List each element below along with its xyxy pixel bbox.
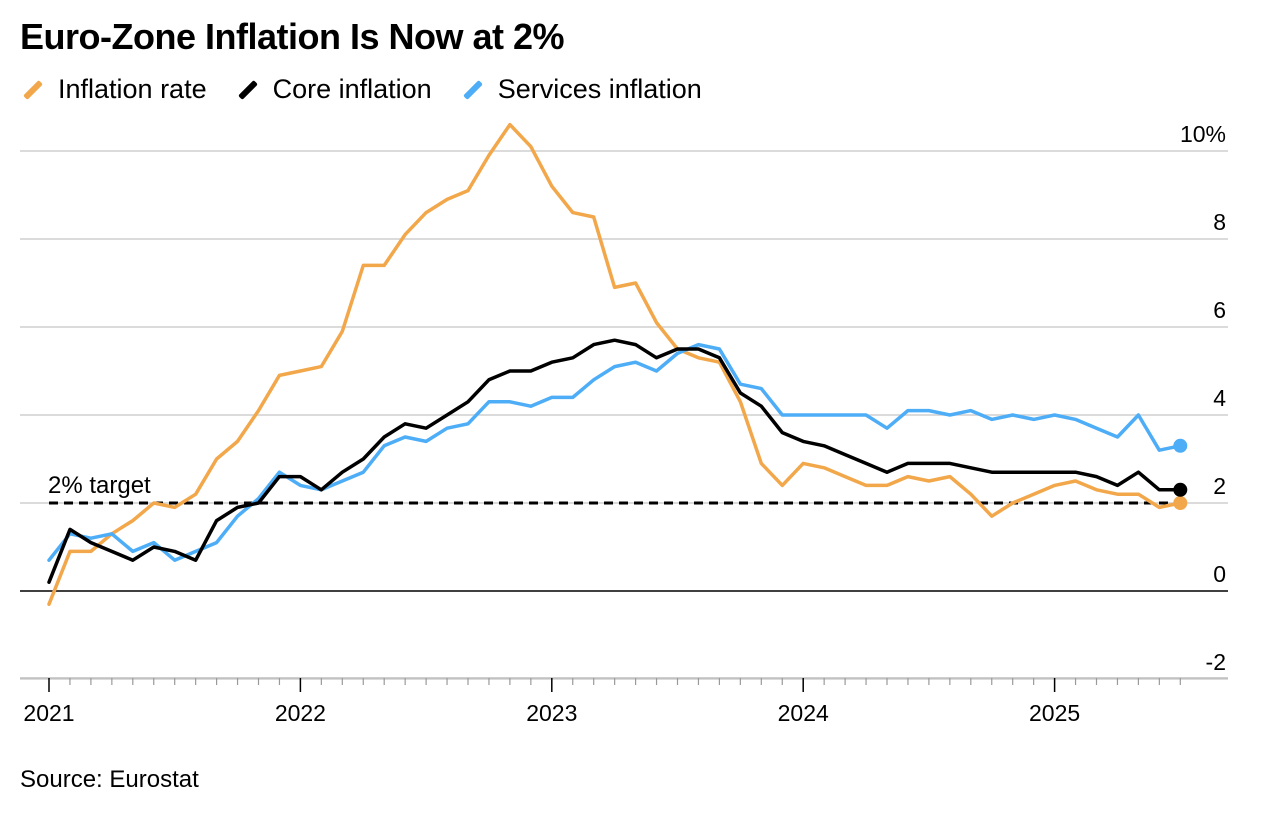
y-tick-label: 0 [1213,561,1226,587]
x-tick-label: 2022 [275,700,326,726]
legend-label-inflation-rate: Inflation rate [58,74,207,104]
legend-item-services-inflation: Services inflation [462,74,702,105]
legend-label-core-inflation: Core inflation [272,74,432,104]
legend-item-inflation-rate: Inflation rate [22,74,207,105]
chart-legend: Inflation rate Core inflation Services i… [22,74,732,105]
y-tick-label: 4 [1213,385,1226,411]
x-tick-label: 2021 [23,700,74,726]
x-tick-label: 2023 [526,700,577,726]
x-tick-label: 2024 [778,700,829,726]
end-dot-core-inflation [1173,482,1188,497]
y-tick-label: 8 [1213,209,1226,235]
chart-title: Euro-Zone Inflation Is Now at 2% [20,16,565,57]
x-tick-label: 2025 [1029,700,1080,726]
end-dot-services-inflation [1173,438,1188,453]
source-note: Source: Eurostat [20,766,199,793]
y-tick-label: 6 [1213,297,1226,323]
series-line-core-inflation [47,338,1183,584]
legend-item-core-inflation: Core inflation [237,74,432,105]
y-tick-label: 10% [1180,121,1226,147]
series-line-services-inflation [47,342,1183,562]
end-dot-inflation-rate [1173,496,1188,510]
y-tick-label: 2 [1213,473,1226,499]
legend-label-services-inflation: Services inflation [497,74,702,104]
series-line-inflation-rate [47,122,1183,606]
y-tick-label: -2 [1206,649,1226,675]
target-label: 2% target [48,472,151,499]
